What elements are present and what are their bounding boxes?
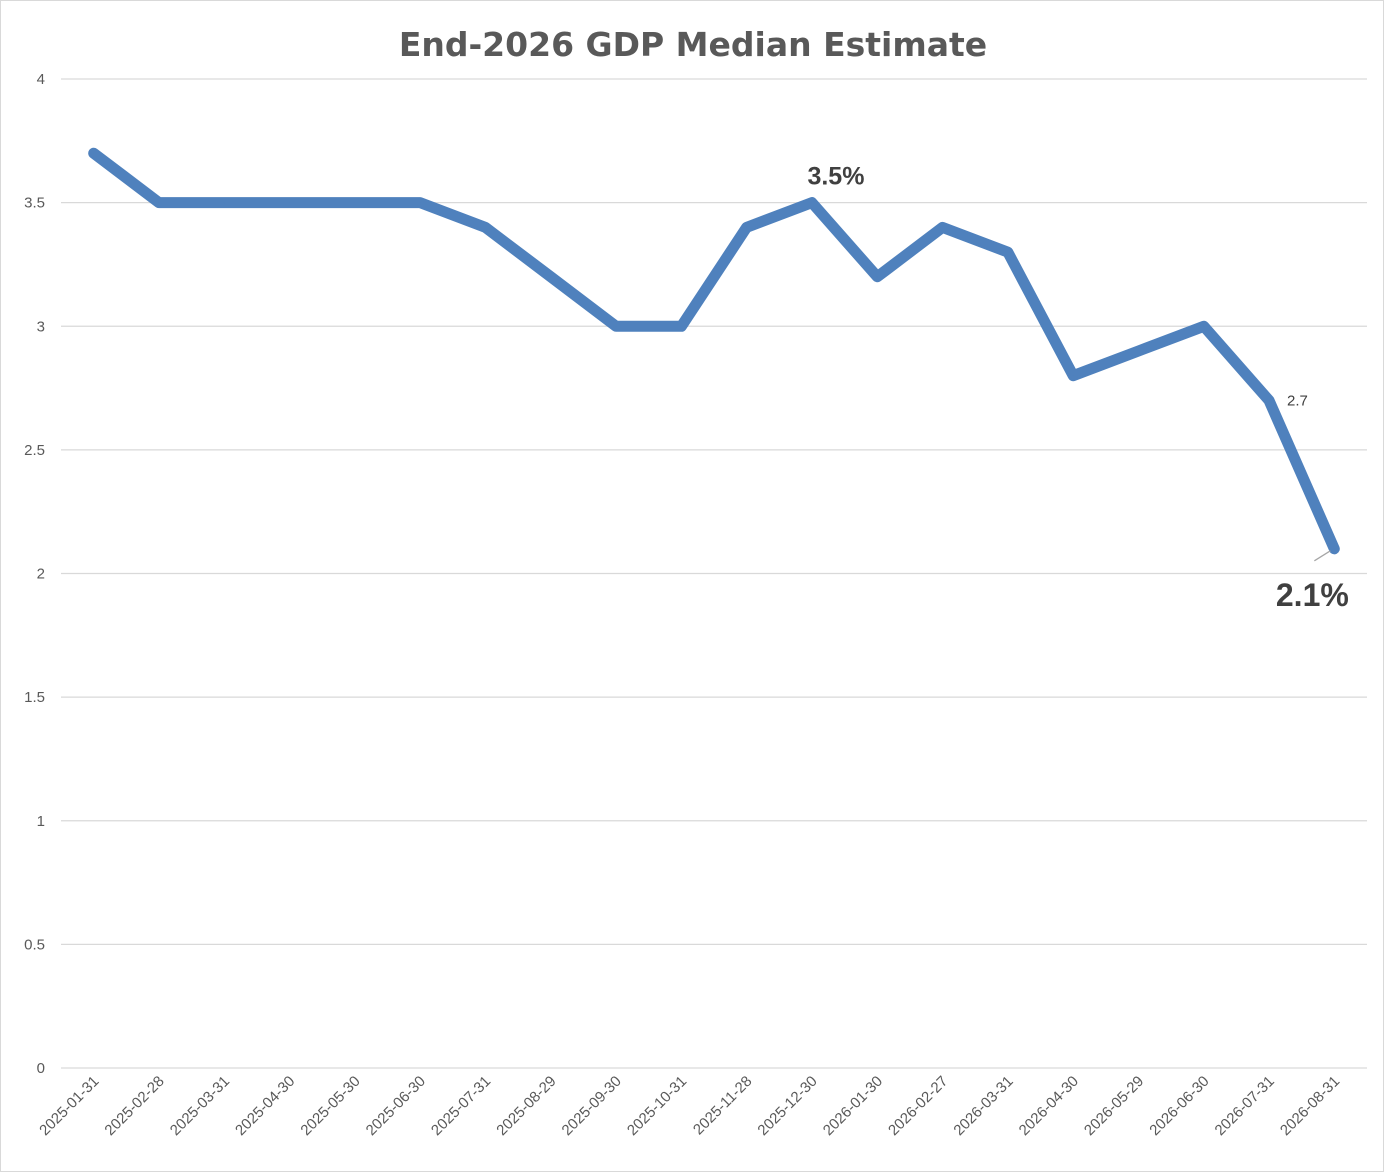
x-tick-label: 2025-07-31 bbox=[428, 1073, 494, 1139]
data-point bbox=[289, 202, 291, 204]
x-tick-label: 2026-01-30 bbox=[820, 1073, 886, 1139]
data-point bbox=[484, 226, 486, 228]
data-point bbox=[550, 276, 552, 278]
y-axis-tick-labels: 0 0.5 1 1.5 2 2.5 3 3.5 4 bbox=[24, 71, 45, 1077]
x-tick-label: 2026-06-30 bbox=[1146, 1073, 1212, 1139]
data-point bbox=[1072, 375, 1074, 377]
data-point bbox=[223, 202, 225, 204]
x-tick-label: 2025-01-31 bbox=[36, 1073, 102, 1139]
x-tick-label: 2025-02-28 bbox=[101, 1073, 167, 1139]
data-point bbox=[680, 325, 682, 327]
gridlines bbox=[61, 78, 1367, 1069]
data-point bbox=[419, 202, 421, 204]
x-tick-label: 2026-02-27 bbox=[885, 1073, 951, 1139]
x-tick-label: 2026-05-29 bbox=[1081, 1073, 1147, 1139]
y-tick-label: 2.5 bbox=[24, 442, 45, 459]
y-tick-label: 3 bbox=[37, 318, 45, 335]
series-group bbox=[88, 147, 1340, 555]
x-tick-label: 2025-08-29 bbox=[493, 1073, 559, 1139]
x-tick-label: 2025-09-30 bbox=[559, 1073, 625, 1139]
data-label-1: 2.7 bbox=[1287, 392, 1308, 409]
data-point bbox=[1333, 548, 1335, 550]
data-point bbox=[1203, 325, 1205, 327]
x-tick-label: 2026-04-30 bbox=[1016, 1073, 1082, 1139]
y-tick-label: 4 bbox=[37, 71, 45, 88]
x-tick-label: 2025-12-30 bbox=[754, 1073, 820, 1139]
data-point bbox=[1007, 251, 1009, 253]
x-tick-label: 2025-04-30 bbox=[232, 1073, 298, 1139]
data-point bbox=[746, 226, 748, 228]
x-tick-label: 2025-10-31 bbox=[624, 1073, 690, 1139]
series-line-0 bbox=[88, 147, 1340, 555]
data-point bbox=[942, 226, 944, 228]
x-tick-label: 2025-06-30 bbox=[363, 1073, 429, 1139]
y-tick-label: 1 bbox=[37, 813, 45, 830]
y-tick-label: 3.5 bbox=[24, 195, 45, 212]
data-label-2: 2.1% bbox=[1276, 577, 1349, 613]
chart-title: End-2026 GDP Median Estimate bbox=[399, 25, 987, 64]
x-axis-tick-labels: 2025-01-31 2025-02-28 2025-03-31 2025-04-30… bbox=[36, 1073, 1343, 1139]
x-tick-label: 2026-08-31 bbox=[1277, 1073, 1343, 1139]
data-point bbox=[93, 152, 95, 154]
leader-line bbox=[1314, 550, 1331, 562]
y-tick-label: 0.5 bbox=[24, 936, 45, 953]
data-label-0: 3.5% bbox=[807, 163, 864, 191]
data-point bbox=[158, 202, 160, 204]
x-tick-label: 2026-07-31 bbox=[1212, 1073, 1278, 1139]
y-tick-label: 2 bbox=[37, 566, 45, 583]
x-tick-label: 2025-05-30 bbox=[297, 1073, 363, 1139]
x-tick-label: 2025-03-31 bbox=[167, 1073, 233, 1139]
y-tick-label: 0 bbox=[37, 1060, 45, 1077]
data-labels: 3.5% 2.7 2.1% bbox=[807, 163, 1348, 613]
data-point bbox=[615, 325, 617, 327]
data-point bbox=[1137, 350, 1139, 352]
data-point bbox=[1268, 399, 1270, 401]
data-point bbox=[876, 276, 878, 278]
data-point bbox=[811, 202, 813, 204]
x-tick-label: 2026-03-31 bbox=[950, 1073, 1016, 1139]
x-tick-label: 2025-11-28 bbox=[690, 1073, 755, 1138]
data-point bbox=[354, 202, 356, 204]
y-tick-label: 1.5 bbox=[24, 689, 45, 706]
